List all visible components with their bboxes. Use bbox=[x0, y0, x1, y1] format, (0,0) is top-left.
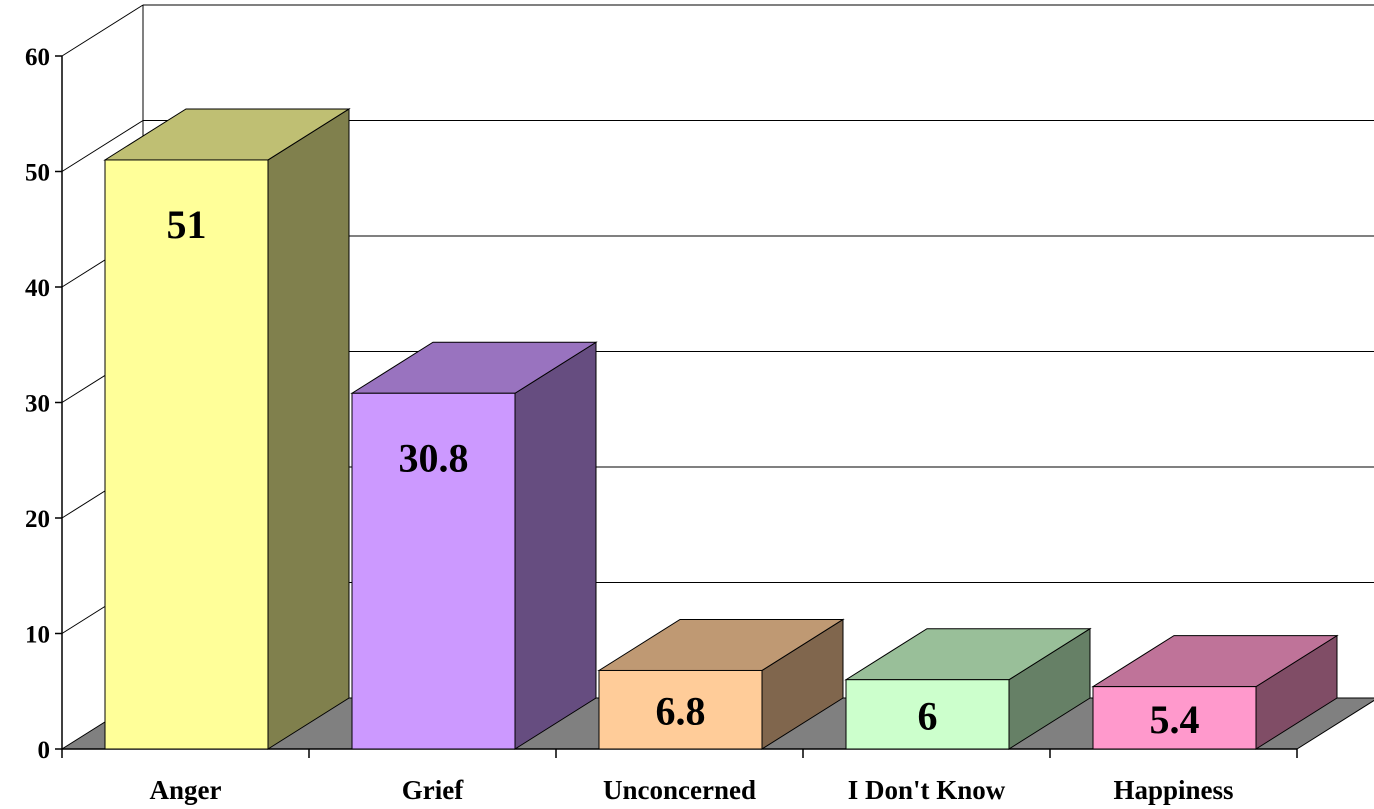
y-tick-label: 0 bbox=[38, 737, 51, 764]
data-label: 6 bbox=[918, 693, 938, 738]
bar-side bbox=[267, 108, 350, 750]
x-tick-label: Anger bbox=[150, 775, 222, 805]
bar-front bbox=[351, 392, 516, 750]
chart-labels: 51 Anger 30.8 Grief 6.8 Unconcerned 6 I Don't K… bbox=[150, 202, 1234, 805]
chart-bars bbox=[103, 108, 1339, 750]
bar-side bbox=[514, 341, 597, 750]
bar-front bbox=[845, 679, 1010, 750]
chart-axes: 0 10 20 30 40 50 60 bbox=[25, 44, 1298, 764]
bar-i-don-t-know bbox=[844, 627, 1092, 750]
bar-happiness bbox=[1091, 634, 1339, 750]
x-tick-label: Unconcerned bbox=[603, 775, 756, 805]
data-label: 51 bbox=[167, 202, 207, 247]
y-tick-label: 50 bbox=[25, 160, 50, 187]
x-tick-label: Grief bbox=[402, 775, 464, 805]
gridline-side bbox=[61, 120, 144, 172]
gridline-side bbox=[61, 4, 144, 57]
data-label: 6.8 bbox=[656, 689, 706, 734]
bar-front bbox=[598, 669, 763, 750]
x-tick-label: I Don't Know bbox=[848, 775, 1006, 805]
bar-grief bbox=[350, 341, 598, 750]
bar-front bbox=[104, 159, 269, 750]
bar-anger bbox=[103, 108, 351, 750]
y-tick-label: 10 bbox=[25, 622, 50, 649]
x-tick-label: Happiness bbox=[1113, 775, 1233, 805]
y-tick-label: 20 bbox=[25, 506, 50, 533]
bar-front bbox=[1092, 686, 1257, 750]
y-tick-label: 40 bbox=[25, 275, 50, 302]
y-tick-label: 60 bbox=[25, 44, 50, 71]
data-label: 30.8 bbox=[399, 435, 469, 480]
bar-unconcerned bbox=[597, 618, 845, 750]
data-label: 5.4 bbox=[1150, 697, 1200, 742]
y-tick-label: 30 bbox=[25, 391, 50, 418]
